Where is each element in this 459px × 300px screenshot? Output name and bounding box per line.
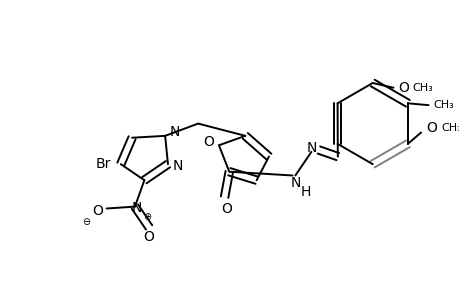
Text: O: O bbox=[93, 204, 103, 218]
Text: CH₃: CH₃ bbox=[432, 100, 453, 110]
Text: N: N bbox=[172, 159, 182, 173]
Text: CH₃: CH₃ bbox=[441, 123, 459, 133]
Text: Br: Br bbox=[96, 157, 111, 171]
Text: O: O bbox=[143, 230, 154, 244]
Text: N: N bbox=[169, 125, 179, 139]
Text: O: O bbox=[425, 121, 436, 135]
Text: O: O bbox=[203, 136, 213, 149]
Text: O: O bbox=[220, 202, 231, 215]
Text: N: N bbox=[131, 201, 142, 214]
Text: ⊖: ⊖ bbox=[82, 217, 90, 227]
Text: O: O bbox=[397, 81, 408, 95]
Text: N: N bbox=[306, 141, 316, 155]
Text: CH₃: CH₃ bbox=[411, 83, 432, 93]
Text: H: H bbox=[300, 185, 310, 200]
Text: N: N bbox=[290, 176, 300, 190]
Text: ⊕: ⊕ bbox=[143, 212, 151, 222]
